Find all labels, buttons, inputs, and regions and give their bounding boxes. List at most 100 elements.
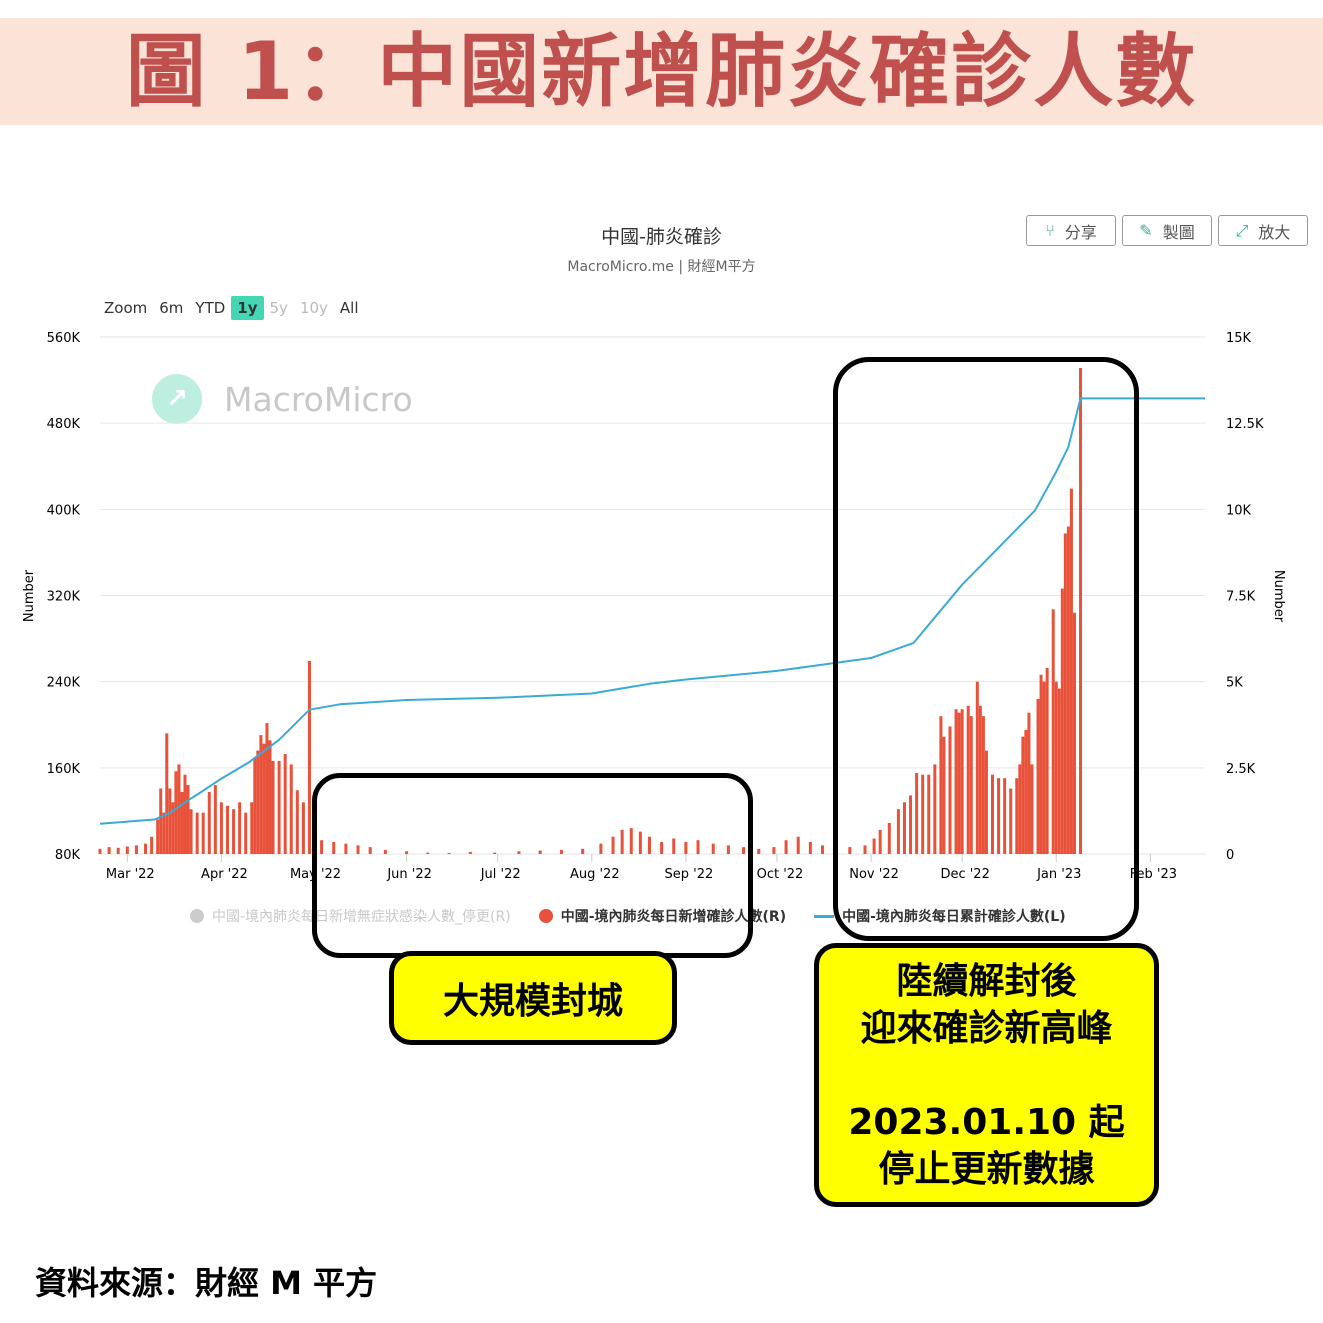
- right-tick-label: 15K: [1226, 331, 1252, 346]
- bar-daily-confirmed: [98, 848, 102, 854]
- left-tick-label: 400K: [47, 503, 81, 518]
- bar-daily-confirmed: [238, 802, 242, 854]
- x-tick-label: Jan '23: [1036, 867, 1081, 882]
- bar-daily-confirmed: [268, 740, 272, 854]
- right-tick-label: 2.5K: [1226, 762, 1256, 777]
- right-tick-label: 0: [1226, 848, 1234, 863]
- bar-daily-confirmed: [796, 836, 800, 854]
- callout-line: 陸續解封後: [896, 960, 1077, 1002]
- zoom-ytd[interactable]: YTD: [195, 299, 226, 317]
- share-icon: ⑂: [1045, 221, 1055, 240]
- bar-daily-confirmed: [171, 802, 175, 854]
- bar-daily-confirmed: [1018, 764, 1022, 854]
- legend-label: 中國-境內肺炎每日新增無症狀感染人數_停更(R): [212, 909, 511, 925]
- bar-daily-confirmed: [277, 760, 281, 854]
- bar-daily-confirmed: [660, 841, 664, 854]
- bar-daily-confirmed: [256, 750, 260, 854]
- left-tick-label: 240K: [47, 676, 81, 691]
- bar-daily-confirmed: [295, 790, 299, 854]
- bar-daily-confirmed: [156, 819, 160, 854]
- bar-daily-confirmed: [219, 802, 223, 854]
- callout-line: 停止更新數據: [878, 1148, 1095, 1190]
- lockdown-text: 大規模封城: [442, 981, 623, 1022]
- bar-daily-confirmed: [1015, 778, 1019, 854]
- share-button[interactable]: ⑂ 分享: [1026, 215, 1116, 246]
- bar-daily-confirmed: [684, 841, 688, 854]
- bar-daily-confirmed: [1072, 612, 1076, 854]
- draw-label: 製圖: [1162, 222, 1195, 242]
- bar-daily-confirmed: [808, 841, 812, 854]
- bar-daily-confirmed: [332, 841, 336, 854]
- bar-daily-confirmed: [896, 809, 900, 854]
- zoom-10y[interactable]: 10y: [299, 299, 328, 317]
- bar-daily-confirmed: [948, 726, 952, 854]
- bar-daily-confirmed: [887, 822, 891, 854]
- bar-daily-confirmed: [933, 764, 937, 854]
- bar-daily-confirmed: [1045, 667, 1049, 854]
- bar-daily-confirmed: [672, 838, 676, 854]
- lockdown-callout: 大規模封城: [389, 951, 677, 1045]
- bar-daily-confirmed: [174, 771, 178, 854]
- bar-daily-confirmed: [921, 774, 925, 854]
- zoom-6m[interactable]: 6m: [159, 299, 184, 317]
- x-tick-label: Dec '22: [940, 867, 989, 882]
- bar-daily-confirmed: [966, 705, 970, 854]
- bar-daily-confirmed: [1063, 533, 1067, 854]
- enlarge-button[interactable]: ⤢ 放大: [1218, 215, 1308, 246]
- line-cumulative-confirmed: [99, 397, 1205, 825]
- bar-daily-confirmed: [159, 788, 163, 854]
- legend-item-asymptomatic[interactable]: 中國-境內肺炎每日新增無症狀感染人數_停更(R): [190, 906, 511, 926]
- bar-daily-confirmed: [168, 788, 172, 854]
- bar-daily-confirmed: [1042, 681, 1046, 854]
- right-axis-title: Number: [1271, 570, 1286, 623]
- bar-daily-confirmed: [902, 802, 906, 854]
- bar-daily-confirmed: [581, 848, 585, 854]
- bar-daily-confirmed: [742, 847, 746, 854]
- legend: 中國-境內肺炎每日新增無症狀感染人數_停更(R) 中國-境內肺炎每日新增確診人數…: [190, 906, 1066, 926]
- bar-daily-confirmed: [1039, 674, 1043, 854]
- right-tick-label: 12.5K: [1226, 417, 1264, 432]
- bar-daily-confirmed: [872, 838, 876, 854]
- bar-daily-confirmed: [647, 836, 651, 854]
- bar-daily-confirmed: [975, 681, 979, 854]
- reopen-callout: 陸續解封後 迎來確診新高峰 2023.01.10 起 停止更新數據: [814, 943, 1159, 1207]
- bar-daily-confirmed: [960, 709, 964, 854]
- bar-daily-confirmed: [939, 716, 943, 854]
- bar-daily-confirmed: [426, 852, 430, 854]
- bar-daily-confirmed: [107, 847, 111, 854]
- bar-daily-confirmed: [180, 791, 184, 854]
- bar-daily-confirmed: [638, 831, 642, 854]
- right-tick-label: 7.5K: [1226, 590, 1256, 605]
- bar-daily-confirmed: [1036, 698, 1040, 854]
- bar-daily-confirmed: [150, 836, 154, 854]
- zoom-all[interactable]: All: [339, 299, 359, 317]
- bar-daily-confirmed: [271, 760, 275, 854]
- bar-daily-confirmed: [969, 716, 973, 854]
- zoom-1y[interactable]: 1y: [231, 296, 264, 320]
- bar-daily-confirmed: [1009, 788, 1013, 854]
- x-tick-label: Apr '22: [201, 867, 248, 882]
- legend-item-daily-confirmed[interactable]: 中國-境內肺炎每日新增確診人數(R): [538, 906, 786, 926]
- right-tick-label: 10K: [1226, 503, 1252, 518]
- bar-daily-confirmed: [1003, 778, 1007, 854]
- pencil-icon: ✎: [1139, 221, 1153, 240]
- left-tick-label: 560K: [47, 331, 81, 346]
- bar-daily-confirmed: [307, 660, 311, 854]
- bar-daily-confirmed: [629, 828, 633, 854]
- bar-daily-confirmed: [915, 773, 919, 854]
- left-tick-label: 320K: [47, 590, 81, 605]
- x-tick-label: Sep '22: [665, 867, 714, 882]
- zoom-5y[interactable]: 5y: [269, 299, 288, 317]
- bar-daily-confirmed: [611, 836, 615, 854]
- draw-chart-button[interactable]: ✎ 製圖: [1122, 215, 1212, 246]
- bar-daily-confirmed: [517, 851, 521, 854]
- bar-daily-confirmed: [162, 812, 166, 854]
- legend-item-cumulative[interactable]: 中國-境內肺炎每日累計確診人數(L): [814, 906, 1066, 926]
- bar-daily-confirmed: [991, 774, 994, 854]
- bar-daily-confirmed: [538, 850, 542, 854]
- bar-daily-confirmed: [289, 764, 293, 854]
- x-tick-label: Jul '22: [480, 867, 521, 882]
- watermark-text: MacroMicro: [224, 379, 413, 419]
- callout-line: 2023.01.10 起: [848, 1101, 1125, 1143]
- left-axis-title: Number: [22, 569, 37, 622]
